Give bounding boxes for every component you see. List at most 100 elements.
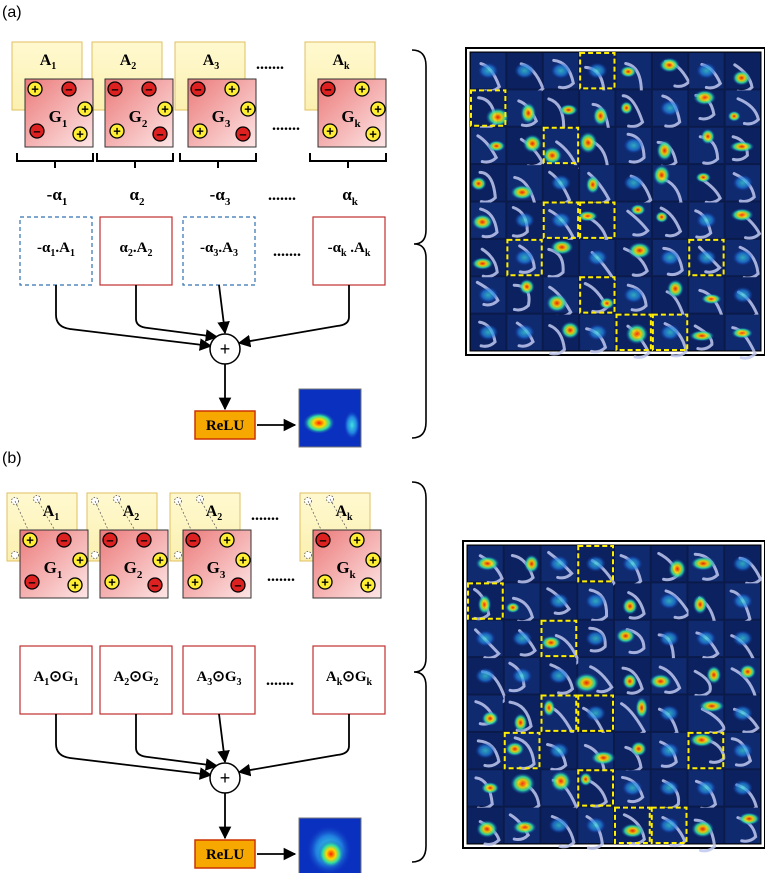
connector-arrow bbox=[135, 285, 219, 342]
grid-cell bbox=[725, 53, 760, 94]
activation-spot bbox=[622, 779, 643, 796]
sign-plus-circle-symbol: + bbox=[81, 102, 89, 117]
sign-plus-circle-symbol: + bbox=[326, 124, 334, 139]
grid-cell bbox=[471, 202, 506, 239]
grid-cell bbox=[578, 620, 613, 657]
character-stroke bbox=[588, 626, 607, 653]
product-label-4: Ak⊙Gk bbox=[326, 669, 373, 688]
activation-spot bbox=[559, 104, 578, 116]
grid-cell bbox=[580, 239, 617, 286]
character-stroke bbox=[510, 553, 535, 584]
highlight-box bbox=[467, 582, 504, 620]
sign-minus-circle bbox=[190, 81, 206, 97]
activation-spot bbox=[481, 782, 500, 795]
highlight-box bbox=[650, 806, 688, 844]
activation-spot bbox=[514, 324, 535, 341]
grid-cell bbox=[468, 732, 503, 769]
grid-cell bbox=[725, 620, 760, 665]
sign-plus-circle-symbol: + bbox=[244, 102, 252, 117]
sign-minus-circle-symbol: – bbox=[319, 533, 326, 548]
character-stroke bbox=[548, 324, 567, 356]
activation-spot bbox=[659, 742, 680, 759]
grid-cell bbox=[725, 90, 761, 126]
sign-plus-circle-symbol: + bbox=[223, 533, 231, 548]
sign-plus-circle bbox=[370, 101, 386, 117]
activation-spot bbox=[622, 555, 643, 572]
activation-spot bbox=[475, 556, 500, 571]
grid-cell bbox=[649, 658, 687, 694]
activation-spot bbox=[514, 249, 535, 266]
sign-plus-circle bbox=[152, 552, 168, 568]
sign-plus-circle-symbol: + bbox=[374, 102, 382, 117]
highlight-box bbox=[577, 769, 614, 807]
activation-spot bbox=[475, 630, 496, 647]
anchor-point bbox=[304, 551, 312, 559]
g-block-label-1: G1 bbox=[49, 107, 68, 130]
grid-cell bbox=[471, 90, 510, 130]
character-stroke bbox=[479, 207, 499, 239]
sign-plus-circle-symbol: + bbox=[369, 127, 377, 142]
activation-spot bbox=[577, 210, 598, 222]
sign-plus-circle bbox=[322, 123, 338, 139]
grid-cell bbox=[651, 770, 687, 811]
activation-spot bbox=[519, 278, 535, 295]
activation-spot bbox=[690, 556, 716, 571]
mapping-line bbox=[199, 498, 226, 544]
activation-spot bbox=[512, 630, 533, 647]
a-block-label-4: Ak bbox=[332, 52, 350, 72]
activation-spot bbox=[471, 214, 494, 230]
activation-spot bbox=[512, 820, 537, 835]
bracket bbox=[179, 153, 257, 162]
character-stroke bbox=[588, 779, 608, 808]
highlight-box bbox=[687, 731, 725, 770]
grid-cell bbox=[541, 770, 579, 813]
sign-plus-circle bbox=[219, 532, 235, 548]
bracket bbox=[96, 153, 174, 162]
activation-spot bbox=[706, 665, 722, 685]
g-block-label-2: G2 bbox=[129, 107, 148, 130]
activation-spot bbox=[630, 204, 646, 216]
activation-spot bbox=[635, 697, 648, 719]
activation-spot bbox=[730, 208, 754, 222]
anchor-point bbox=[11, 551, 19, 559]
panel-label-b: (b) bbox=[2, 450, 22, 467]
sign-minus-circle bbox=[230, 577, 246, 593]
connector-arrow bbox=[55, 714, 213, 780]
cell-bg bbox=[471, 239, 506, 276]
activation-spot bbox=[732, 70, 751, 86]
activation-spot bbox=[540, 635, 562, 650]
character-stroke bbox=[546, 587, 572, 615]
activation-spot bbox=[625, 323, 649, 345]
alpha-label-1: -α1 bbox=[47, 185, 68, 208]
activation-spot bbox=[696, 212, 717, 229]
grid-cell bbox=[578, 583, 613, 623]
activation-spot bbox=[689, 732, 715, 747]
anchor-point bbox=[91, 551, 99, 559]
activation-spot bbox=[732, 249, 753, 266]
activation-spot bbox=[656, 140, 673, 162]
activation-spot bbox=[659, 57, 680, 73]
activation-spot bbox=[732, 630, 753, 647]
character-stroke bbox=[621, 666, 644, 695]
activation-spot bbox=[548, 555, 569, 572]
grid-cell bbox=[504, 546, 540, 584]
grid-cell bbox=[578, 807, 613, 850]
activation-spot bbox=[653, 164, 671, 186]
grid-cell bbox=[543, 239, 579, 279]
sign-plus-circle bbox=[22, 532, 38, 548]
g-block-label-1: G1 bbox=[44, 558, 63, 581]
grid-cell bbox=[652, 202, 688, 238]
activation-spot bbox=[587, 249, 608, 266]
activation-spot bbox=[659, 630, 680, 647]
activation-spot bbox=[732, 174, 753, 191]
brace-b bbox=[411, 481, 427, 863]
grid-cell bbox=[615, 583, 650, 620]
product-box-2 bbox=[99, 645, 173, 715]
grid-cell bbox=[688, 807, 724, 853]
activation-spot bbox=[543, 698, 556, 717]
grid-cell bbox=[651, 807, 687, 848]
grid-cell bbox=[616, 90, 651, 129]
grid-cell bbox=[578, 770, 613, 808]
g-block-label-2: G2 bbox=[124, 558, 143, 581]
